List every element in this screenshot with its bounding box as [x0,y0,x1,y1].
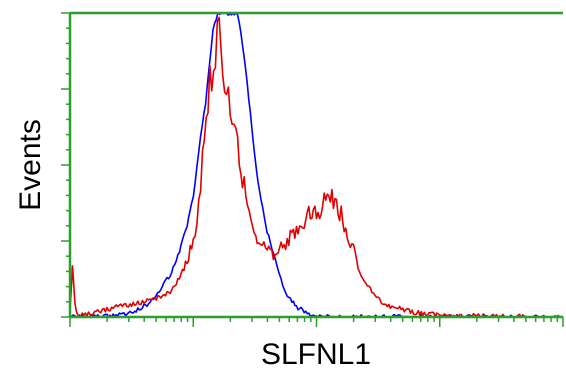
series-line-1 [69,16,563,318]
plot-area [70,13,563,317]
x-axis-title: SLFNL1 [261,338,371,371]
y-axis-title: Events [14,119,47,211]
ticks-layer [61,12,564,327]
